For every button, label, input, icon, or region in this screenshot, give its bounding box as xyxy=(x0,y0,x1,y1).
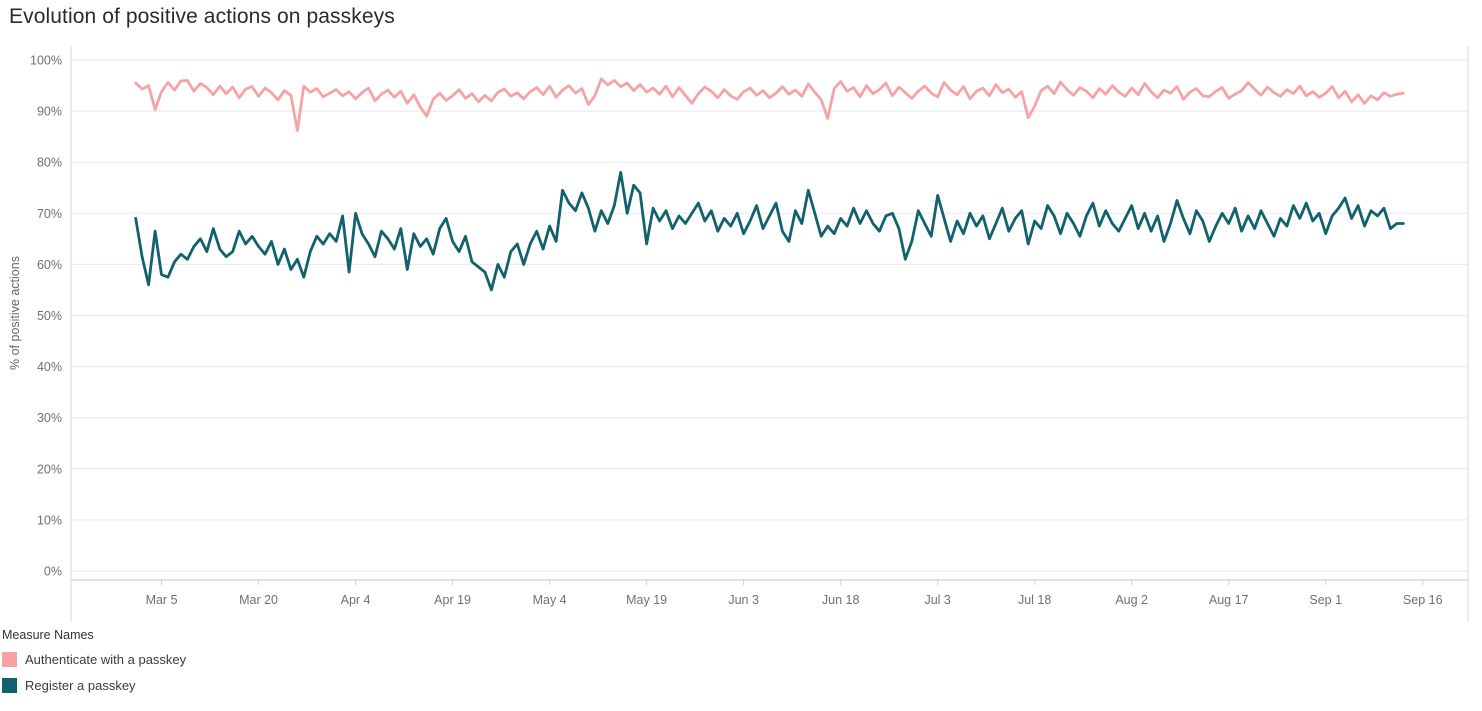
x-tick-label: Apr 19 xyxy=(434,593,471,607)
x-tick-label: Sep 1 xyxy=(1309,593,1342,607)
y-tick-label: 90% xyxy=(37,105,62,119)
x-tick-label: Aug 17 xyxy=(1209,593,1249,607)
y-tick-label: 100% xyxy=(30,54,62,68)
line-chart-plot: 0% 10% 20% 30% 40% 50% 60% 70% 80% 90% 100% Mar 5 Ma… xyxy=(30,46,1469,622)
y-tick-label: 40% xyxy=(37,360,62,374)
x-tick-label: May 19 xyxy=(626,593,667,607)
legend-item-label-register: Register a passkey xyxy=(25,678,136,693)
y-tick-label: 60% xyxy=(37,258,62,272)
y-tick-label: 0% xyxy=(44,565,62,579)
authenticate-with-a-passkey-line[interactable] xyxy=(134,77,1405,132)
y-tick-label: 70% xyxy=(37,207,62,221)
register-a-passkey-line[interactable] xyxy=(134,170,1405,292)
y-tick-label: 10% xyxy=(37,513,62,527)
x-tick-label: Mar 20 xyxy=(239,593,278,607)
y-tick-label: 30% xyxy=(37,411,62,425)
y-tick-label: 50% xyxy=(37,309,62,323)
x-tick-label: Sep 16 xyxy=(1403,593,1443,607)
legend: Measure Names Authenticate with a passke… xyxy=(2,628,186,704)
y-tick-label: 20% xyxy=(37,462,62,476)
x-tick-label: Jun 18 xyxy=(822,593,860,607)
x-tick-label: Jun 3 xyxy=(728,593,759,607)
x-tick-label: Jul 18 xyxy=(1018,593,1051,607)
x-tick-label: Aug 2 xyxy=(1115,593,1148,607)
legend-item-label-authenticate: Authenticate with a passkey xyxy=(25,652,187,667)
chart-title: Evolution of positive actions on passkey… xyxy=(9,5,395,28)
legend-swatch-authenticate-icon xyxy=(2,652,17,667)
legend-swatch-register-icon xyxy=(2,678,17,693)
x-tick-label: Jul 3 xyxy=(924,593,950,607)
y-tick-label: 80% xyxy=(37,156,62,170)
legend-item-authenticate[interactable]: Authenticate with a passkey xyxy=(2,652,186,667)
x-tick-label: May 4 xyxy=(533,593,567,607)
legend-title: Measure Names xyxy=(2,628,94,642)
legend-item-register[interactable]: Register a passkey xyxy=(2,678,186,693)
x-tick-label: Apr 4 xyxy=(341,593,371,607)
x-tick-label: Mar 5 xyxy=(146,593,178,607)
